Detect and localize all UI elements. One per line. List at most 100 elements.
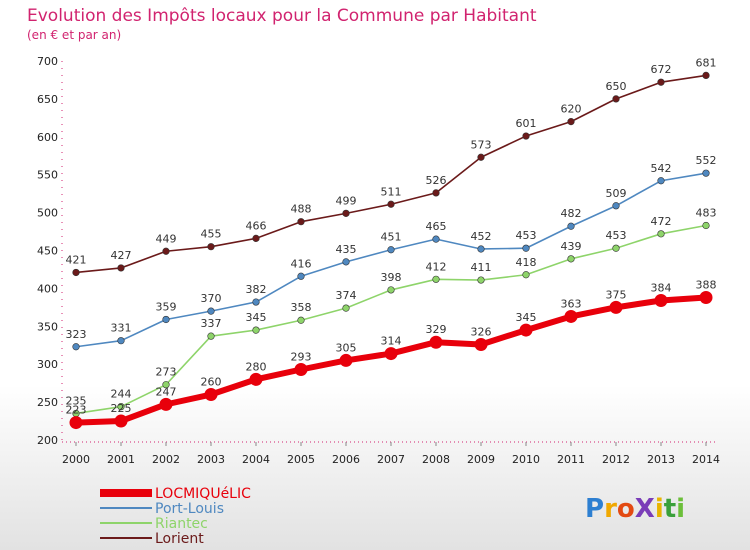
axes: 200 250 300 350 400 450 500 550 600 650 700 2000 200… bbox=[37, 55, 720, 466]
y-tick-label: 700 bbox=[37, 55, 58, 68]
x-tick-label: 2003 bbox=[197, 453, 225, 466]
y-tick-label: 600 bbox=[37, 131, 58, 144]
data-point bbox=[474, 337, 488, 351]
data-label: 542 bbox=[651, 162, 672, 175]
data-point bbox=[204, 388, 218, 402]
x-tick-label: 2004 bbox=[242, 453, 270, 466]
data-point bbox=[567, 118, 575, 126]
data-label: 573 bbox=[471, 138, 492, 151]
data-point bbox=[117, 403, 125, 411]
data-label: 511 bbox=[381, 185, 402, 198]
data-point bbox=[162, 381, 170, 389]
data-point bbox=[342, 209, 350, 217]
data-label: 453 bbox=[606, 229, 627, 242]
data-label: 620 bbox=[561, 103, 582, 116]
data-point bbox=[249, 372, 263, 386]
data-point bbox=[519, 323, 533, 337]
data-point bbox=[702, 221, 710, 230]
data-label: 452 bbox=[471, 230, 492, 243]
legend-label: Port-Louis bbox=[155, 501, 224, 517]
data-point bbox=[117, 264, 125, 272]
data-point bbox=[612, 202, 620, 210]
data-labels-layer: 421 427 449 455 466 488 499 511 526 573 601 620 650 6… bbox=[66, 56, 717, 416]
data-point bbox=[477, 245, 485, 253]
data-label: 412 bbox=[426, 260, 447, 273]
x-tick-label: 2013 bbox=[647, 453, 675, 466]
data-label: 370 bbox=[201, 292, 222, 305]
data-point bbox=[207, 243, 215, 251]
data-label: 681 bbox=[696, 56, 717, 69]
x-tick-label: 2012 bbox=[602, 453, 630, 466]
data-point bbox=[387, 200, 395, 208]
data-label: 273 bbox=[156, 366, 177, 379]
data-point bbox=[252, 234, 260, 242]
data-label: 293 bbox=[291, 351, 312, 364]
data-label: 363 bbox=[561, 297, 582, 310]
data-label: 455 bbox=[201, 228, 222, 241]
y-tick-label: 350 bbox=[37, 320, 58, 333]
data-label: 499 bbox=[336, 194, 357, 207]
x-tick-label: 2006 bbox=[332, 453, 360, 466]
data-point bbox=[162, 315, 170, 324]
data-point bbox=[159, 397, 173, 411]
data-point bbox=[297, 272, 305, 280]
data-label: 435 bbox=[336, 243, 357, 256]
proxiti-logo: ProXiti bbox=[585, 494, 685, 524]
data-label: 416 bbox=[291, 257, 312, 270]
series-layer bbox=[69, 71, 713, 430]
data-label: 388 bbox=[696, 278, 717, 291]
x-tick-label: 2007 bbox=[377, 453, 405, 466]
legend-label: LOCMIQUéLIC bbox=[155, 486, 251, 502]
data-point bbox=[252, 298, 260, 306]
data-point bbox=[162, 247, 170, 255]
data-point bbox=[567, 255, 575, 263]
data-label: 526 bbox=[426, 174, 447, 187]
y-tick-label: 200 bbox=[37, 434, 58, 447]
data-label: 374 bbox=[336, 289, 357, 302]
data-label: 225 bbox=[111, 402, 132, 415]
data-label: 314 bbox=[381, 335, 402, 348]
data-label: 451 bbox=[381, 231, 402, 244]
data-label: 247 bbox=[156, 385, 177, 398]
data-point bbox=[654, 294, 668, 308]
data-label: 418 bbox=[516, 256, 537, 269]
x-tick-label: 2005 bbox=[287, 453, 315, 466]
data-label: 323 bbox=[66, 328, 87, 341]
data-point bbox=[429, 335, 443, 349]
data-point bbox=[522, 271, 530, 279]
x-tick-label: 2014 bbox=[692, 453, 720, 466]
x-tick-label: 2008 bbox=[422, 453, 450, 466]
data-point bbox=[477, 153, 485, 161]
y-tick-label: 550 bbox=[37, 169, 58, 182]
data-point bbox=[114, 414, 128, 428]
x-tick-label: 2011 bbox=[557, 453, 585, 466]
x-tick-label: 2001 bbox=[107, 453, 135, 466]
data-point bbox=[294, 363, 308, 377]
data-label: 382 bbox=[246, 283, 267, 296]
data-point bbox=[297, 218, 305, 226]
data-point bbox=[477, 276, 485, 284]
chart-subtitle: (en € et par an) bbox=[27, 28, 121, 42]
data-label: 509 bbox=[606, 187, 627, 200]
data-label: 453 bbox=[516, 229, 537, 242]
data-label: 449 bbox=[156, 232, 177, 245]
data-label: 421 bbox=[66, 253, 87, 266]
x-tick-label: 2000 bbox=[62, 453, 90, 466]
y-tick-label: 250 bbox=[37, 396, 58, 409]
data-point bbox=[522, 244, 530, 252]
data-point bbox=[297, 316, 305, 324]
y-tick-label: 450 bbox=[37, 245, 58, 258]
data-point bbox=[702, 71, 710, 80]
data-point bbox=[117, 337, 125, 345]
data-label: 552 bbox=[696, 154, 717, 167]
data-point bbox=[702, 169, 710, 177]
data-label: 427 bbox=[111, 249, 132, 262]
data-point bbox=[342, 304, 350, 312]
data-label: 260 bbox=[201, 376, 222, 389]
y-tick-label: 500 bbox=[37, 207, 58, 220]
data-point bbox=[609, 300, 623, 314]
data-point bbox=[657, 177, 665, 185]
data-point bbox=[339, 353, 353, 367]
data-point bbox=[384, 347, 398, 361]
